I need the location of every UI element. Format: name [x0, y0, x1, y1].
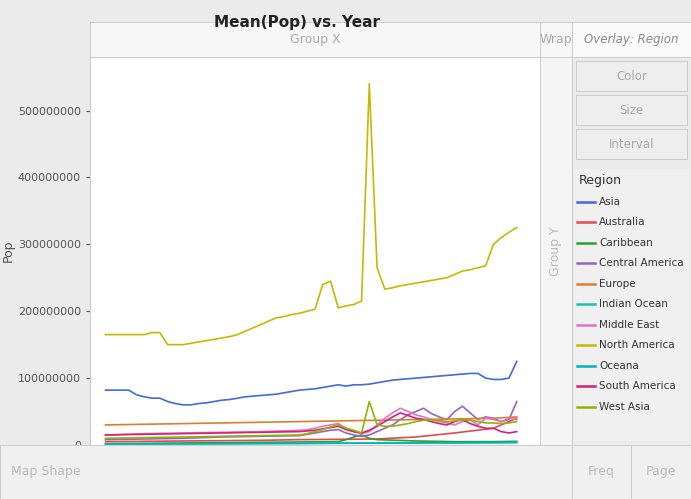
- Text: Overlay: Region: Overlay: Region: [585, 33, 679, 46]
- Text: Indian Ocean: Indian Ocean: [599, 299, 668, 309]
- Text: Freq: Freq: [588, 466, 615, 479]
- Text: Caribbean: Caribbean: [599, 238, 653, 248]
- Text: Size: Size: [619, 103, 643, 116]
- Text: Page: Page: [646, 466, 676, 479]
- Text: Region: Region: [578, 175, 622, 188]
- Text: Asia: Asia: [599, 197, 621, 207]
- Text: Australia: Australia: [599, 217, 646, 227]
- Text: Central America: Central America: [599, 258, 684, 268]
- Text: Interval: Interval: [609, 138, 654, 151]
- Text: Wrap: Wrap: [540, 33, 572, 46]
- Text: Group Y: Group Y: [549, 226, 562, 276]
- Text: Map Shape: Map Shape: [11, 466, 81, 479]
- Text: South America: South America: [599, 381, 676, 391]
- Text: Mean(Pop) vs. Year: Mean(Pop) vs. Year: [214, 15, 380, 30]
- X-axis label: Year: Year: [302, 467, 328, 480]
- Text: Middle East: Middle East: [599, 320, 659, 330]
- Text: Color: Color: [616, 69, 647, 82]
- Text: Group X: Group X: [290, 33, 340, 46]
- Text: North America: North America: [599, 340, 675, 350]
- Text: West Asia: West Asia: [599, 402, 650, 412]
- Y-axis label: Pop: Pop: [2, 240, 15, 262]
- Text: Oceana: Oceana: [599, 361, 639, 371]
- Text: Europe: Europe: [599, 279, 636, 289]
